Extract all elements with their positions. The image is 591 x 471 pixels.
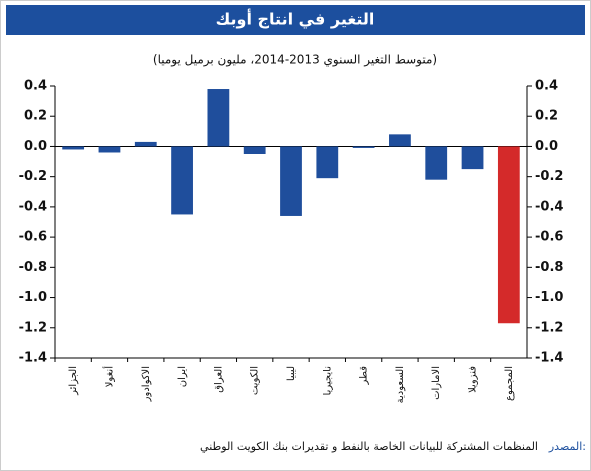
bar <box>425 146 448 180</box>
title-banner <box>6 5 585 35</box>
y-tick-label-right: -1.2 <box>535 320 563 335</box>
bar <box>316 146 339 179</box>
chart-title: التغير في انتاج أوبك <box>216 9 375 30</box>
y-tick-label-left: 0.4 <box>24 79 47 94</box>
x-tick-label: فنزويلا <box>468 366 479 393</box>
y-tick-label-left: -1.4 <box>19 351 47 366</box>
bar <box>461 146 484 170</box>
bar <box>171 146 193 215</box>
bar <box>134 141 157 147</box>
x-tick-label: الامارات <box>431 366 442 400</box>
x-tick-label: ايران <box>177 366 188 387</box>
y-tick-label-left: 0.2 <box>24 109 47 124</box>
bar <box>243 146 266 154</box>
bar <box>389 134 411 147</box>
y-tick-label-left: -1.0 <box>19 290 47 305</box>
bar <box>497 146 520 324</box>
x-tick-label: الاكوادور <box>141 366 152 402</box>
source-label: المصدر: <box>548 440 586 453</box>
y-tick-label-left: -0.8 <box>19 260 47 275</box>
y-tick-label-right: -0.8 <box>535 260 563 275</box>
x-tick-label: أنغولا <box>102 366 115 387</box>
y-tick-label-left: -1.2 <box>19 320 47 335</box>
x-tick-label: المجموع <box>504 366 515 401</box>
y-tick-label-left: 0.0 <box>24 139 47 154</box>
y-tick-label-right: -1.4 <box>535 351 563 366</box>
x-tick-label: نايجيريا <box>322 366 333 395</box>
x-tick-label: العراق <box>213 366 224 393</box>
x-tick-label: الجزائر <box>68 366 79 396</box>
bar <box>207 89 230 147</box>
x-tick-label: السعودية <box>395 366 406 403</box>
chart-subtitle: (متوسط التغير السنوي 2013-2014، مليون بر… <box>153 53 437 68</box>
bar <box>352 146 375 148</box>
y-tick-label-left: -0.6 <box>19 230 47 245</box>
y-tick-label-right: -0.4 <box>535 199 563 214</box>
y-tick-label-right: -0.6 <box>535 230 563 245</box>
x-tick-label: الكويت <box>250 366 261 395</box>
y-tick-label-right: -1.0 <box>535 290 563 305</box>
y-tick-label-right: 0.4 <box>535 79 558 94</box>
y-tick-label-right: 0.2 <box>535 109 558 124</box>
y-tick-label-left: -0.4 <box>19 199 47 214</box>
y-tick-label-left: -0.2 <box>19 169 47 184</box>
x-tick-label: قطر <box>359 366 370 386</box>
source: المنظمات المشتركة للبيانات الخاصة بالنفط… <box>200 440 538 453</box>
y-tick-label-right: -0.2 <box>535 169 563 184</box>
x-tick-label: ليبيا <box>286 366 297 381</box>
bar <box>280 146 302 216</box>
bar <box>98 146 121 153</box>
y-tick-label-right: 0.0 <box>535 139 558 154</box>
bar <box>62 146 85 150</box>
